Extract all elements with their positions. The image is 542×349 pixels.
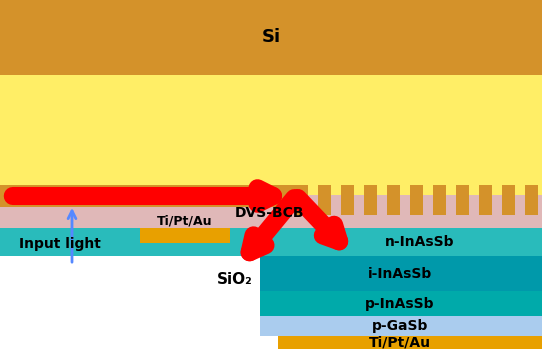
Bar <box>278 336 542 349</box>
Text: DVS-BCB: DVS-BCB <box>235 206 305 220</box>
Bar <box>318 185 331 215</box>
Bar <box>0 0 542 75</box>
Text: p-InAsSb: p-InAsSb <box>365 297 435 311</box>
Bar <box>260 256 542 291</box>
Bar <box>140 228 230 243</box>
Bar <box>364 185 377 215</box>
Bar <box>479 185 492 215</box>
Text: Ti/Pt/Au: Ti/Pt/Au <box>157 215 213 228</box>
Text: n-InAsSb: n-InAsSb <box>385 235 455 249</box>
Bar <box>0 185 295 207</box>
Bar <box>387 185 400 215</box>
Text: i-InAsSb: i-InAsSb <box>368 267 432 281</box>
Bar <box>341 185 354 215</box>
Bar <box>260 291 542 316</box>
Bar <box>456 185 469 215</box>
Text: Ti/Pt/Au: Ti/Pt/Au <box>369 335 431 349</box>
Text: p-GaSb: p-GaSb <box>372 319 428 333</box>
Text: SiO₂: SiO₂ <box>217 273 253 288</box>
Bar <box>0 75 542 195</box>
Bar <box>433 185 446 215</box>
Text: Input light: Input light <box>19 237 101 251</box>
Bar <box>295 185 308 215</box>
Bar <box>0 228 260 256</box>
Bar <box>260 316 542 336</box>
Bar <box>260 228 542 256</box>
Bar <box>0 195 542 230</box>
Bar <box>525 185 538 215</box>
Bar <box>410 185 423 215</box>
Text: Si: Si <box>261 28 281 46</box>
Bar <box>502 185 515 215</box>
